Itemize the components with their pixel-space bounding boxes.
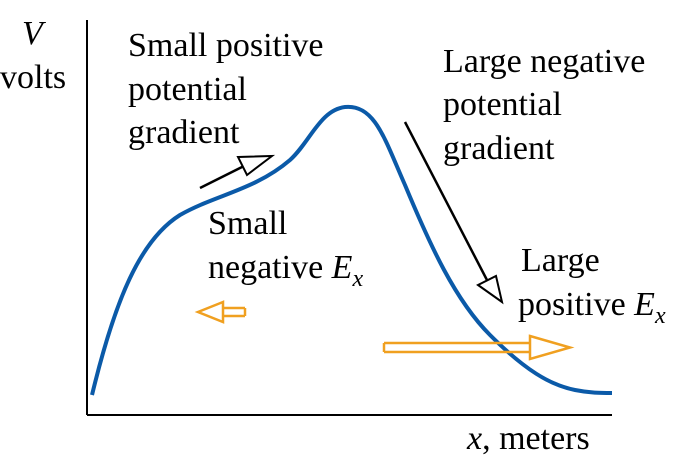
large-gradient-arrow — [403, 121, 504, 305]
small-gradient-arrow — [199, 154, 276, 190]
left-field-line-1: Small — [208, 205, 287, 242]
right-gradient-line-1: Large negative — [443, 43, 645, 80]
small-field-arrow — [194, 300, 247, 324]
right-field-line-1: Large — [521, 242, 600, 279]
right-gradient-line-2: potential — [443, 86, 562, 123]
left-gradient-line-3: gradient — [128, 114, 240, 151]
right-gradient-line-3: gradient — [443, 130, 555, 167]
y-axis-symbol: V — [22, 15, 47, 52]
left-gradient-line-2: potential — [128, 71, 247, 108]
potential-curve — [90, 104, 613, 396]
large-field-arrow — [382, 334, 575, 361]
x-axis-label: x, meters — [466, 420, 590, 457]
y-axis-unit: volts — [0, 59, 66, 96]
left-gradient-line-1: Small positive — [128, 27, 324, 64]
left-field-line-2: negative Ex — [208, 249, 363, 292]
right-field-line-2: positive Ex — [518, 286, 666, 329]
